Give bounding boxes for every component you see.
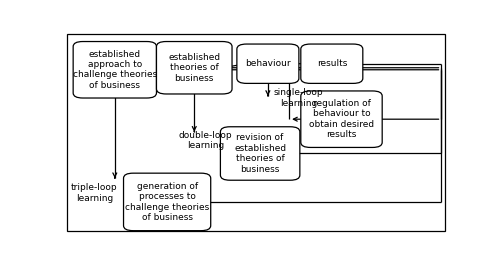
Text: revision of
established
theories of
business: revision of established theories of busi… bbox=[234, 133, 286, 174]
Text: double-loop
learning: double-loop learning bbox=[179, 131, 233, 150]
FancyBboxPatch shape bbox=[301, 91, 382, 148]
Text: behaviour: behaviour bbox=[245, 59, 290, 68]
FancyBboxPatch shape bbox=[73, 41, 156, 98]
Text: single-loop
learning: single-loop learning bbox=[274, 88, 324, 108]
Text: results: results bbox=[316, 59, 347, 68]
FancyBboxPatch shape bbox=[237, 44, 299, 83]
FancyBboxPatch shape bbox=[156, 42, 232, 94]
FancyBboxPatch shape bbox=[301, 44, 363, 83]
Text: established
theories of
business: established theories of business bbox=[168, 53, 220, 83]
FancyBboxPatch shape bbox=[220, 127, 300, 180]
FancyBboxPatch shape bbox=[124, 173, 210, 231]
Text: regulation of
behaviour to
obtain desired
results: regulation of behaviour to obtain desire… bbox=[309, 99, 374, 139]
Text: triple-loop
learning: triple-loop learning bbox=[71, 183, 118, 203]
Text: generation of
processes to
challenge theories
of business: generation of processes to challenge the… bbox=[125, 182, 209, 222]
Text: established
approach to
challenge theories
of business: established approach to challenge theori… bbox=[72, 50, 157, 90]
